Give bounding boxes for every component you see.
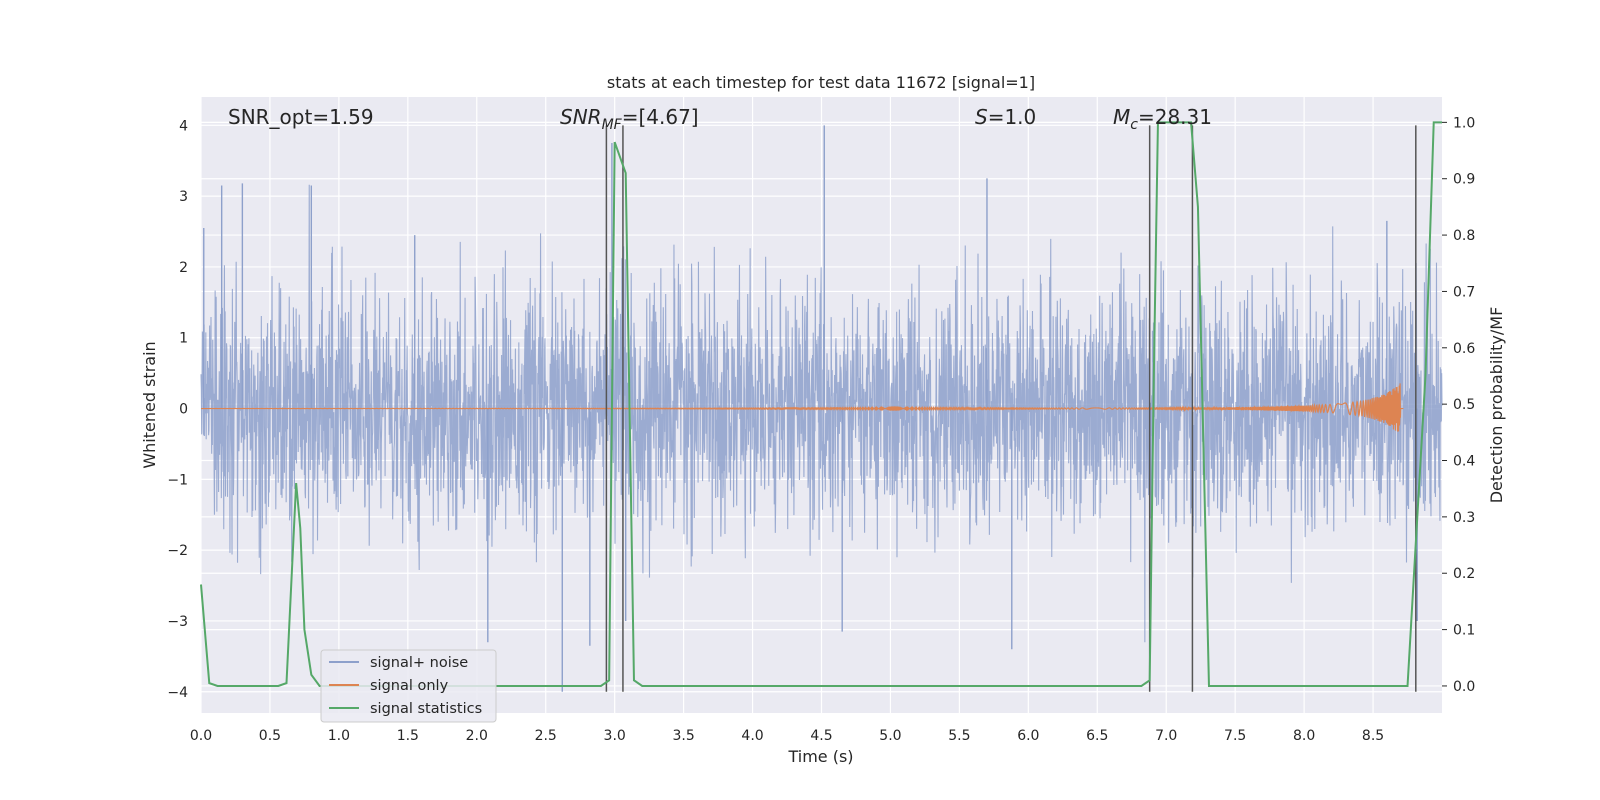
annotation-snr-mf-main: SNR xyxy=(560,105,602,129)
y2-tick-label-1: 0.9 xyxy=(1453,172,1475,188)
y2-tick-label-6: 0.4 xyxy=(1453,454,1475,470)
x-tick-label-11: 5.5 xyxy=(948,728,970,744)
annotation-mc: Mc=28.31 xyxy=(1113,105,1212,133)
annotation-mc-sub: c xyxy=(1130,117,1138,133)
legend: signal+ noise signal only signal statist… xyxy=(320,649,497,723)
annotation-mc-main: M xyxy=(1113,105,1130,129)
x-tick-label-3: 1.5 xyxy=(397,728,419,744)
y-tick-label-4: 0 xyxy=(179,402,188,418)
annotation-snr-mf: SNRMF=[4.67] xyxy=(560,105,699,133)
y2-axis-label: Detection probability/MF xyxy=(1487,307,1506,504)
annotation-snr-mf-value: =[4.67] xyxy=(622,105,699,129)
x-axis-label: Time (s) xyxy=(787,747,853,766)
y-axis-ticks: 4 3 2 1 0 −1 −2 −3 −4 xyxy=(167,118,188,700)
legend-label-signal-only: signal only xyxy=(370,678,449,694)
y-tick-label-0: 4 xyxy=(179,118,188,134)
y-tick-label-5: −1 xyxy=(167,472,188,488)
y2-tick-label-0: 1.0 xyxy=(1453,115,1475,131)
signal-statistics-line xyxy=(200,121,1442,687)
legend-label-signal-statistics: signal statistics xyxy=(370,701,482,717)
y-tick-label-6: −2 xyxy=(167,543,188,559)
chart-title: stats at each timestep for test data 116… xyxy=(607,73,1035,92)
annotation-s-main: S xyxy=(975,105,988,129)
x-tick-label-2: 1.0 xyxy=(328,728,350,744)
x-tick-label-8: 4.0 xyxy=(741,728,763,744)
y-axis-label: Whitened strain xyxy=(140,341,159,468)
x-tick-label-9: 4.5 xyxy=(810,728,832,744)
y-tick-label-2: 2 xyxy=(179,260,188,276)
annotation-s: S=1.0 xyxy=(975,105,1036,129)
y-tick-label-8: −4 xyxy=(167,685,188,701)
x-tick-label-6: 3.0 xyxy=(604,728,626,744)
legend-box xyxy=(320,649,497,723)
y2-tick-label-7: 0.3 xyxy=(1453,510,1475,526)
x-tick-label-1: 0.5 xyxy=(259,728,281,744)
x-tick-label-12: 6.0 xyxy=(1017,728,1039,744)
annotation-snr-mf-sub: MF xyxy=(602,117,623,133)
x-tick-label-4: 2.0 xyxy=(466,728,488,744)
annotation-mc-value: =28.31 xyxy=(1138,105,1212,129)
y2-tick-label-10: 0.0 xyxy=(1453,679,1475,695)
y2-tick-label-2: 0.8 xyxy=(1453,228,1475,244)
legend-label-signal-noise: signal+ noise xyxy=(370,655,468,671)
x-tick-label-17: 8.5 xyxy=(1362,728,1384,744)
y2-tick-label-3: 0.7 xyxy=(1453,284,1475,300)
signal-statistics-series xyxy=(200,121,1443,687)
y2-tick-label-9: 0.1 xyxy=(1453,623,1475,639)
y2-tick-label-4: 0.6 xyxy=(1453,341,1475,357)
x-tick-label-14: 7.0 xyxy=(1155,728,1177,744)
y-tick-label-3: 1 xyxy=(179,331,188,347)
y-tick-label-7: −3 xyxy=(167,614,188,630)
x-tick-label-10: 5.0 xyxy=(879,728,901,744)
y2-tick-label-5: 0.5 xyxy=(1453,397,1475,413)
y-tick-label-1: 3 xyxy=(179,189,188,205)
x-tick-label-0: 0.0 xyxy=(190,728,212,744)
vertical-markers xyxy=(605,125,1417,692)
x-tick-label-5: 2.5 xyxy=(535,728,557,744)
x-tick-label-7: 3.5 xyxy=(672,728,694,744)
x-axis-ticks: 0.0 0.5 1.0 1.5 2.0 2.5 3.0 3.5 4.0 4.5 5.0 5.5 6.0 6… xyxy=(190,728,1384,744)
y2-axis-ticks: 1.0 0.9 0.8 0.7 0.6 0.5 0.4 0.3 0.2 0.1 0.0 xyxy=(1442,115,1475,695)
annotation-s-value: =1.0 xyxy=(988,105,1037,129)
annotation-snr-opt: SNR_opt=1.59 xyxy=(228,105,374,129)
x-tick-label-15: 7.5 xyxy=(1224,728,1246,744)
x-tick-label-16: 8.0 xyxy=(1293,728,1315,744)
x-tick-label-13: 6.5 xyxy=(1086,728,1108,744)
y2-tick-label-8: 0.2 xyxy=(1453,566,1475,582)
